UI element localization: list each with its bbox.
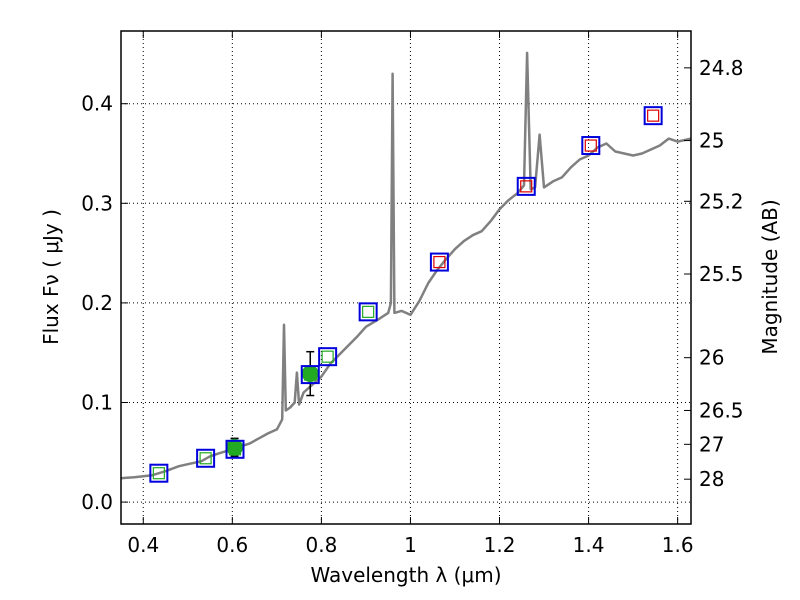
model-band-marker xyxy=(643,106,663,126)
spectrum-line xyxy=(121,51,691,480)
x-tick-label: 0.4 xyxy=(127,533,159,557)
model-band-marker xyxy=(318,347,338,367)
plot-series xyxy=(121,51,691,483)
model-band-inner-marker xyxy=(433,255,446,269)
model-band-inner-marker xyxy=(584,139,597,152)
model-band-inner-marker xyxy=(321,350,334,363)
y2-tick-label: 25.5 xyxy=(699,262,744,286)
y2-tick-label: 26.5 xyxy=(699,398,744,422)
x-tick-label: 1.4 xyxy=(573,533,605,557)
y-tick-label: 0.1 xyxy=(81,390,113,414)
x-tick-label: 1.6 xyxy=(662,533,694,557)
model-band-marker xyxy=(196,448,216,468)
y2-tick-label: 26 xyxy=(699,346,724,370)
y-tick-label: 0.0 xyxy=(81,490,113,514)
plot-frame xyxy=(120,30,692,525)
model-band-inner-marker xyxy=(362,305,375,318)
model-band-inner-marker xyxy=(520,180,533,193)
x-tick-label: 1.2 xyxy=(484,533,516,557)
model-band-inner-marker xyxy=(152,467,165,480)
x-axis-title: Wavelength λ (μm) xyxy=(310,563,501,587)
model-band-marker xyxy=(581,136,601,156)
x-tick-label: 0.6 xyxy=(216,533,248,557)
y2-tick-label: 25.2 xyxy=(699,189,744,213)
model-band-marker xyxy=(429,252,449,272)
y-tick-label: 0.2 xyxy=(81,291,113,315)
model-band-marker xyxy=(300,365,320,385)
x-tick-label: 1 xyxy=(404,533,417,557)
model-band-marker xyxy=(225,439,245,459)
model-band-marker xyxy=(149,463,169,483)
y-axis-title: Flux Fν ( μJy ) xyxy=(39,209,63,345)
y2-tick-label: 27 xyxy=(699,432,724,456)
model-band-inner-marker xyxy=(199,452,212,465)
model-band-marker xyxy=(516,176,536,196)
y-tick-label: 0.3 xyxy=(81,191,113,215)
y2-tick-label: 24.8 xyxy=(699,56,744,80)
y2-axis-title: Magnitude (AB) xyxy=(758,199,782,354)
x-tick-label: 0.8 xyxy=(305,533,337,557)
series-group xyxy=(121,51,691,483)
y-tick-label: 0.4 xyxy=(81,92,113,116)
grid xyxy=(121,31,691,524)
y2-tick-label: 28 xyxy=(699,467,724,491)
model-band-inner-marker xyxy=(304,368,317,381)
model-band-inner-marker xyxy=(228,443,242,456)
model-band-marker xyxy=(358,302,378,322)
y2-tick-label: 25 xyxy=(699,129,724,153)
model-band-inner-marker xyxy=(647,109,660,122)
axes: 0.4 0.6 0.8 1 1.2 1.4 1.6 0.0 0.1 0.2 0.3 0.4 24.8 25… xyxy=(81,31,744,557)
